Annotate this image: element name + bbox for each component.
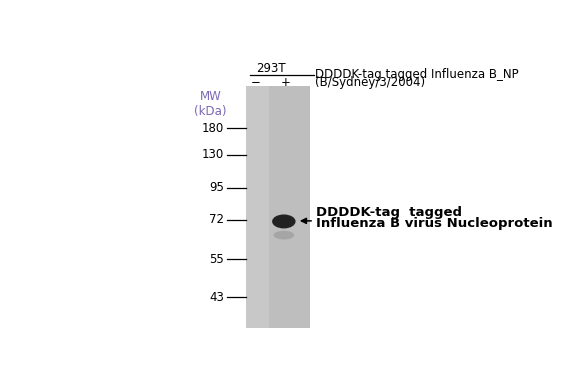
Text: Influenza B virus Nucleoprotein: Influenza B virus Nucleoprotein (317, 217, 553, 230)
Ellipse shape (274, 231, 294, 240)
Text: 72: 72 (209, 214, 224, 226)
Text: 95: 95 (209, 181, 224, 194)
Bar (246, 86, 310, 328)
Text: MW
(kDa): MW (kDa) (194, 90, 226, 118)
Text: +: + (281, 76, 290, 88)
Text: 293T: 293T (257, 62, 286, 75)
Text: (B/Sydney/3/2004): (B/Sydney/3/2004) (315, 76, 425, 89)
Text: DDDDK-tag tagged Influenza B_NP: DDDDK-tag tagged Influenza B_NP (315, 68, 519, 81)
Text: 180: 180 (201, 122, 224, 135)
Bar (269, 86, 310, 328)
Ellipse shape (272, 214, 296, 228)
Text: 55: 55 (209, 253, 224, 266)
Text: 130: 130 (201, 148, 224, 161)
Text: −: − (250, 76, 260, 88)
Text: DDDDK-tag  tagged: DDDDK-tag tagged (317, 206, 462, 219)
Text: 43: 43 (209, 291, 224, 304)
